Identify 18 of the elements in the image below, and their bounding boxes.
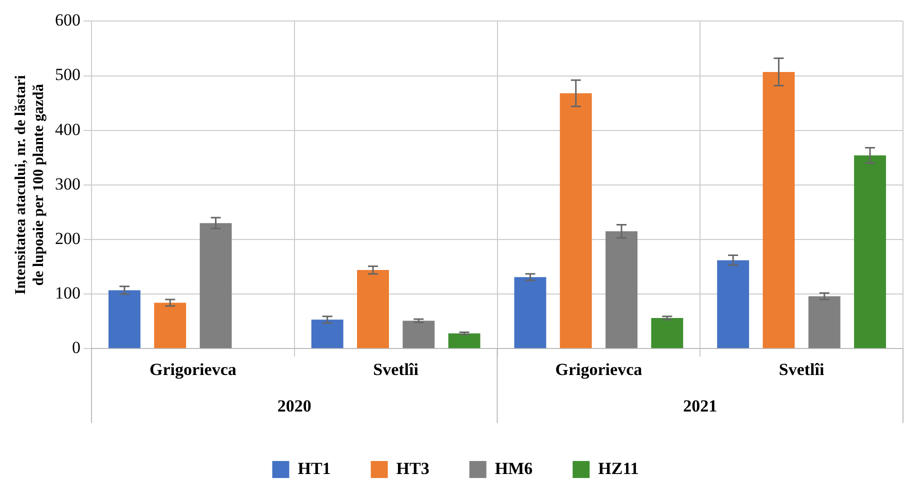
text: 2020 <box>277 396 312 416</box>
y-tick-label: 300 <box>55 174 80 194</box>
legend-label: HZ11 <box>598 458 639 478</box>
y-tick-label: 500 <box>55 65 80 84</box>
x-tick-label: Svetlîi <box>778 360 824 380</box>
y-tick-label: 400 <box>55 120 80 139</box>
y-tick-label: 200 <box>55 228 80 248</box>
y-tick-label: 600 <box>55 10 80 30</box>
y-tick-label: 0 <box>72 338 80 358</box>
x-tick-label: Grigorievca <box>150 360 237 380</box>
x-tick-label: Svetlîi <box>373 360 419 380</box>
x-tick-label: Grigorievca <box>555 360 643 380</box>
legend-label: HM6 <box>494 458 533 478</box>
legend-label: HT3 <box>396 458 430 478</box>
legend-label: HT1 <box>298 458 331 478</box>
y-axis-title: Intensitatea atacului, nr. de lăstari de lupoaie per 100 plante gazdă <box>12 75 47 295</box>
y-tick-label: 100 <box>55 284 80 302</box>
text: 2021 <box>683 396 718 416</box>
